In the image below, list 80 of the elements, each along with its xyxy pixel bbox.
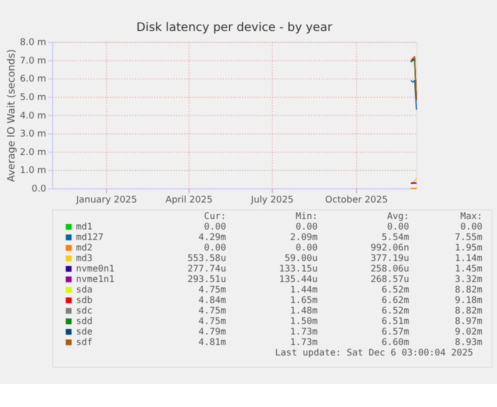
- text: 4.75m: [198, 317, 227, 328]
- text: 1.50m: [290, 317, 318, 328]
- x-tick-label: October 2025: [325, 196, 388, 206]
- text: 133.15u: [279, 264, 318, 275]
- text: 1.65m: [290, 296, 318, 306]
- y-tick-label: 6.0 m: [20, 74, 46, 85]
- y-tick-label: 0.0: [32, 184, 46, 195]
- text: Min:: [296, 212, 318, 222]
- legend-label: md127: [76, 233, 104, 244]
- text: 1.73m: [290, 328, 318, 338]
- y-tick-label: 1.0 m: [20, 166, 46, 176]
- text: 293.51u: [188, 275, 226, 286]
- text: 8.97m: [454, 317, 483, 328]
- text: 6.57m: [382, 328, 410, 338]
- text: 1.45m: [454, 264, 483, 275]
- text: 992.06n: [370, 244, 410, 254]
- text: 9.18m: [454, 296, 483, 306]
- text: 0.00: [296, 222, 318, 233]
- y-tick-label: 7.0 m: [20, 56, 46, 66]
- legend-label: nvme0n1: [76, 264, 114, 275]
- text: 6.62m: [382, 296, 410, 306]
- legend-label: sdb: [76, 296, 92, 306]
- text: 6.51m: [382, 317, 410, 328]
- text: 1.73m: [290, 338, 318, 348]
- legend-label: sdd: [76, 317, 92, 328]
- text: 4.75m: [198, 306, 227, 317]
- text: 59.00u: [284, 254, 318, 264]
- text: 0.00: [204, 222, 226, 233]
- y-tick-label: 2.0 m: [20, 148, 46, 158]
- text: 6.60m: [382, 338, 410, 348]
- text: 553.58u: [188, 254, 226, 264]
- legend-label: sdc: [76, 306, 92, 317]
- text: 377.19u: [370, 254, 410, 264]
- chart-title: Disk latency per device - by year: [136, 20, 332, 34]
- legend-label: sdf: [76, 338, 92, 348]
- text: 4.84m: [198, 296, 227, 306]
- text: 0.00: [296, 244, 318, 254]
- text: 4.79m: [198, 328, 227, 338]
- legend-label: md3: [76, 254, 92, 264]
- text: Cur:: [204, 212, 226, 222]
- text: 4.75m: [198, 286, 227, 296]
- text: 1.48m: [290, 306, 318, 317]
- text: 8.93m: [454, 338, 483, 348]
- x-tick-label: January 2025: [75, 196, 138, 206]
- text: 9.02m: [454, 328, 483, 338]
- text: 0.00: [460, 222, 482, 233]
- text: Avg:: [387, 212, 410, 222]
- y-axis-title: Average IO Wait (seconds): [6, 49, 18, 182]
- text: 8.82m: [454, 306, 483, 317]
- text: 0.00: [387, 222, 410, 233]
- text: 277.74u: [188, 264, 226, 275]
- text: 6.52m: [382, 286, 410, 296]
- text: 6.52m: [382, 306, 410, 317]
- y-tick-label: 8.0 m: [20, 38, 46, 48]
- x-tick-label: July 2025: [250, 196, 294, 206]
- text: 0.00: [204, 244, 226, 254]
- text: 4.29m: [198, 233, 227, 244]
- text: 8.82m: [454, 286, 483, 296]
- text: 5.54m: [382, 233, 410, 244]
- text: 7.55m: [454, 233, 483, 244]
- legend-label: md1: [76, 222, 92, 233]
- text: 1.14m: [454, 254, 483, 264]
- text: Max:: [460, 212, 482, 222]
- text: 4.81m: [198, 338, 227, 348]
- legend-label: md2: [76, 244, 92, 254]
- text: 135.44u: [279, 275, 318, 286]
- text: Last update: Sat Dec 6 03:00:04 2025: [275, 348, 474, 359]
- y-tick-label: 5.0 m: [20, 93, 46, 104]
- y-tick-label: 3.0 m: [20, 130, 46, 140]
- text: 2.09m: [290, 233, 318, 244]
- y-tick-label: 4.0 m: [20, 111, 46, 122]
- legend-label: sde: [76, 328, 92, 338]
- text: 3.32m: [454, 275, 483, 286]
- legend-label: sda: [76, 286, 92, 296]
- text: 258.06u: [370, 264, 410, 275]
- text: 268.57u: [370, 275, 410, 286]
- text: 1.44m: [290, 286, 318, 296]
- x-tick-label: April 2025: [165, 196, 213, 206]
- text: 1.95m: [454, 244, 483, 254]
- legend-label: nvme1n1: [76, 275, 114, 286]
